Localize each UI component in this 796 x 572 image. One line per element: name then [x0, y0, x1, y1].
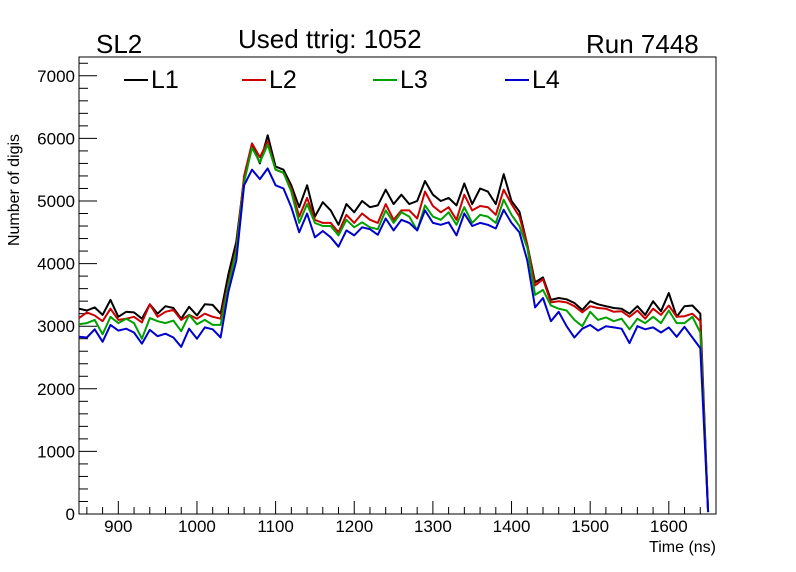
legend-label-l2: L2	[269, 66, 297, 94]
series-group	[78, 134, 710, 513]
y-axis-label: Number of digis	[6, 134, 23, 246]
legend: L1 L2 L3 L4	[124, 66, 560, 94]
series-line-l1	[78, 134, 710, 513]
axes: 0 1000 2000 3000 4000 5000 6000 7000 900 1000 1100…	[37, 62, 717, 536]
y-tick-label: 2000	[37, 380, 75, 399]
x-tick-label: 1600	[650, 517, 688, 536]
y-tick-label: 7000	[37, 67, 75, 86]
y-tick-label: 5000	[37, 192, 75, 211]
y-tick-label: 0	[66, 505, 75, 524]
series-line-l2	[78, 140, 710, 513]
x-tick-label: 1400	[493, 517, 531, 536]
chart-title: Used ttrig: 1052	[238, 24, 422, 54]
plot-frame	[78, 56, 717, 515]
chart-label-left: SL2	[96, 29, 143, 59]
chart-label-right: Run 7448	[586, 29, 699, 59]
legend-label-l1: L1	[151, 66, 179, 94]
x-axis-label: Time (ns)	[649, 539, 716, 556]
x-tick-label: 900	[104, 517, 132, 536]
series-line-l3	[78, 143, 710, 513]
legend-label-l4: L4	[532, 66, 560, 94]
y-tick-label: 4000	[37, 255, 75, 274]
y-tick-label: 6000	[37, 129, 75, 148]
legend-label-l3: L3	[400, 66, 428, 94]
x-tick-label: 1300	[414, 517, 452, 536]
x-tick-label: 1000	[178, 517, 216, 536]
x-tick-label: 1200	[335, 517, 373, 536]
series-line-l4	[78, 167, 710, 513]
x-tick-label: 1100	[257, 517, 294, 536]
y-tick-label: 1000	[37, 442, 75, 461]
x-tick-label: 1500	[571, 517, 609, 536]
y-tick-label: 3000	[37, 317, 75, 336]
